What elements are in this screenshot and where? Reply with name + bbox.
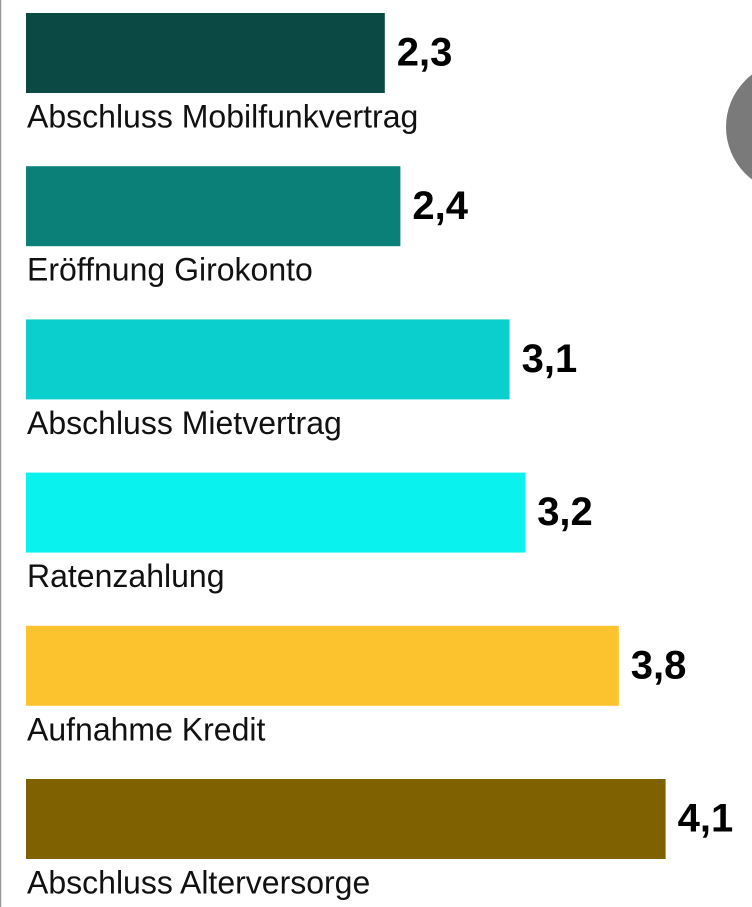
category-label: Abschluss Mobilfunkvertrag	[27, 98, 418, 134]
bar	[26, 166, 401, 247]
bar	[26, 779, 666, 859]
category-label: Eröffnung Girokonto	[27, 252, 313, 288]
decor-circle	[726, 74, 752, 180]
value-label: 2,3	[397, 31, 453, 75]
value-label: 4,1	[678, 797, 734, 841]
bar	[26, 625, 619, 706]
value-label: 3,8	[631, 643, 687, 687]
value-label: 3,1	[522, 337, 578, 381]
category-label: Abschluss Alterversorge	[27, 864, 370, 900]
value-label: 2,4	[412, 184, 468, 228]
category-label: Ratenzahlung	[27, 558, 224, 594]
bar	[26, 472, 526, 553]
category-label: Aufnahme Kredit	[27, 711, 265, 747]
value-label: 3,2	[537, 490, 593, 534]
bar	[26, 13, 385, 93]
category-label: Abschluss Mietvertrag	[27, 405, 342, 441]
bar	[26, 319, 510, 400]
